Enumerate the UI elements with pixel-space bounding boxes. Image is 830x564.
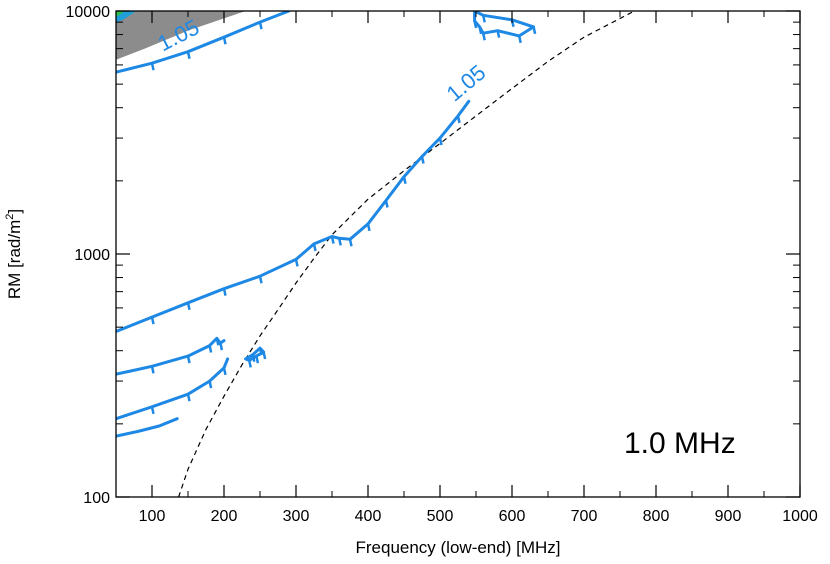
y-axis-title: RM [rad/m2]	[4, 209, 24, 299]
x-tick-label: 700	[571, 508, 598, 525]
contour-tick	[456, 115, 461, 124]
contour-tick	[438, 137, 443, 146]
x-axis-title: Frequency (low-end) [MHz]	[355, 538, 560, 557]
contour-tick	[258, 275, 263, 284]
contour-tick	[473, 20, 478, 29]
x-tick-label: 800	[643, 508, 670, 525]
contour-tick	[222, 288, 227, 296]
x-tick-label: 500	[427, 508, 454, 525]
x-tick-label: 300	[283, 508, 310, 525]
contour-line-5	[116, 11, 291, 74]
shaded-region-layer	[116, 11, 246, 60]
x-tick-label: 100	[139, 508, 166, 525]
shaded-region	[116, 11, 246, 60]
contour-tick	[222, 367, 227, 376]
y-tick-label: 1000	[74, 247, 110, 264]
contour-tick	[258, 347, 263, 356]
contour-tick	[219, 342, 224, 351]
contour-tick	[348, 238, 353, 247]
shaded-region-inner	[116, 11, 125, 17]
contour-line-4	[116, 417, 179, 438]
contour-tick	[312, 243, 317, 252]
contour-tick	[215, 338, 220, 346]
contour-tick	[294, 259, 299, 267]
contour-line-3	[116, 357, 230, 421]
contour-tick	[186, 355, 191, 364]
y-axis-title-end: ]	[5, 209, 24, 214]
contour-tick	[481, 32, 486, 41]
x-tick-label: 600	[499, 508, 526, 525]
contour-tick	[208, 345, 213, 353]
contour-tick	[186, 302, 191, 311]
contour-tick	[262, 351, 267, 360]
y-axis-title-superscript: 2	[4, 214, 16, 220]
contour-tick	[186, 51, 191, 59]
frequency-resolution-label: 1.0 MHz	[624, 427, 736, 460]
x-tick-label: 900	[715, 508, 742, 525]
contour-tick	[532, 26, 537, 35]
contour-tick	[150, 62, 155, 71]
contour-tick	[481, 15, 486, 23]
contour-tick	[150, 406, 155, 415]
contour-tick	[186, 393, 191, 402]
contour-tick	[255, 355, 260, 364]
plot-frame	[115, 10, 801, 498]
x-tick-label: 200	[211, 508, 238, 525]
contour-tick	[258, 21, 263, 30]
contour-tick	[150, 316, 155, 325]
contour-tick	[222, 36, 227, 45]
contour-tick	[366, 223, 371, 232]
contour-line-6	[473, 11, 536, 38]
x-tick-label: 1000	[782, 508, 818, 525]
contour-tick	[208, 380, 213, 389]
contour-tick	[251, 354, 256, 362]
contour-tick	[150, 366, 155, 374]
y-tick-label: 100	[83, 490, 110, 507]
contour-tick	[330, 236, 335, 244]
contour-tick	[517, 35, 522, 44]
contour-tick	[496, 30, 501, 38]
y-axis-title-main: RM [rad/m	[5, 220, 24, 299]
contour-tick	[337, 238, 342, 246]
reference-curve-line	[178, 11, 635, 497]
contour-tick	[384, 200, 389, 208]
contour-tick	[247, 360, 252, 368]
x-tick-label: 400	[355, 508, 382, 525]
contour-tick	[420, 156, 425, 164]
shaded-region-core	[116, 11, 137, 23]
contour-tick	[402, 176, 407, 184]
y-tick-label: 10000	[66, 4, 111, 21]
contour-tick	[478, 26, 483, 35]
contour-line-1	[116, 99, 471, 333]
